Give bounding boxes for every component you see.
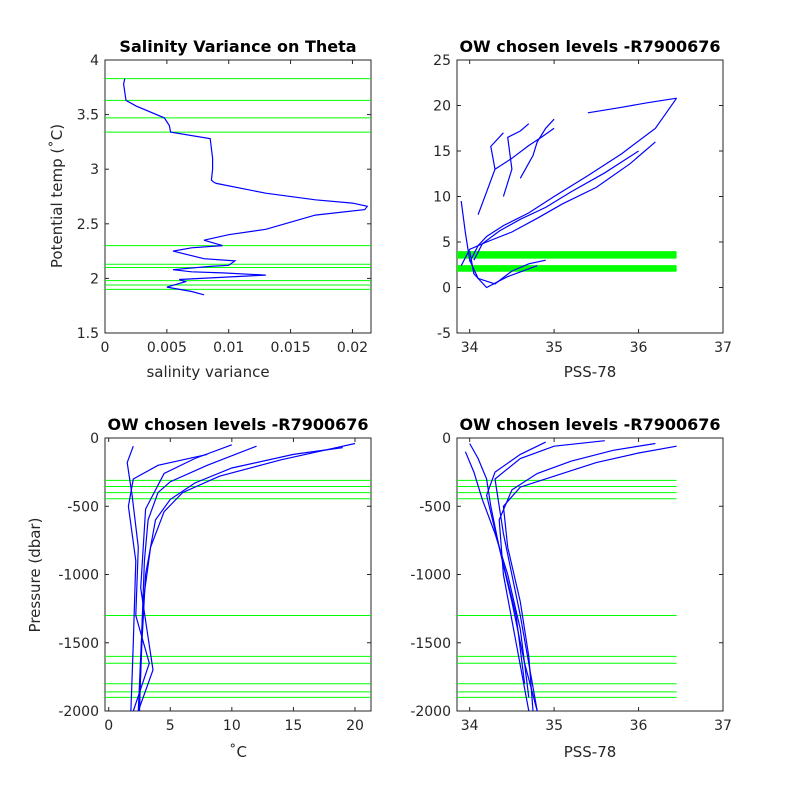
x-tick-label: 36	[630, 340, 648, 356]
chosen-levels	[457, 479, 677, 698]
x-tick-label: 37	[714, 718, 732, 734]
series-line	[464, 451, 530, 698]
chosen-levels	[457, 251, 677, 272]
x-tick-label: 0.01	[213, 340, 244, 356]
plot-area	[104, 437, 372, 712]
series-line	[469, 250, 538, 289]
series-line	[502, 123, 530, 197]
x-tick-label: 5	[166, 718, 175, 734]
x-tick-label: 20	[346, 718, 364, 734]
y-axis-label: Pressure (dbar)	[26, 518, 44, 633]
y-tick-label: -500	[67, 499, 99, 515]
y-tick-label: 2.5	[77, 217, 99, 233]
series-line	[122, 78, 369, 296]
x-tick-label: 35	[545, 718, 563, 734]
y-tick-label: 0	[442, 431, 451, 447]
series-line	[587, 97, 677, 114]
y-tick-label: 4	[90, 53, 99, 69]
x-axis-label: salinity variance	[146, 363, 269, 381]
chart-title: OW chosen levels -R7900676	[459, 37, 720, 56]
series-line	[519, 118, 555, 179]
series-line	[460, 141, 656, 266]
y-tick-label: 1.5	[77, 326, 99, 342]
plot-area	[104, 59, 372, 334]
x-tick-label: 0.015	[271, 340, 311, 356]
series-line	[138, 447, 343, 705]
y-tick-label: -1000	[410, 568, 451, 584]
series-line	[498, 442, 656, 712]
chart-title: Salinity Variance on Theta	[119, 37, 356, 56]
y-tick-label: 25	[433, 53, 451, 69]
series-line	[469, 97, 678, 263]
chosen-levels	[105, 78, 371, 290]
y-tick-label: -2000	[58, 704, 99, 720]
panel-salinity-variance: Salinity Variance on Theta salinity vari…	[48, 37, 372, 381]
x-axis-label: PSS-78	[564, 363, 617, 381]
series-line	[469, 443, 538, 712]
x-tick-label: 0	[101, 340, 110, 356]
x-tick-label: 0.02	[337, 340, 368, 356]
chart-title: OW chosen levels -R7900676	[459, 415, 720, 434]
y-tick-label: 2	[90, 271, 99, 287]
series-line	[494, 440, 605, 712]
series-line	[137, 444, 233, 712]
y-tick-label: -1500	[58, 636, 99, 652]
x-tick-label: 34	[461, 718, 479, 734]
y-tick-label: 0	[90, 431, 99, 447]
data-series	[126, 442, 356, 712]
y-tick-label: 20	[433, 99, 451, 115]
panel-pressure-temperature: OW chosen levels -R7900676 ˚C Pressure (…	[26, 415, 372, 761]
axis-ticks: 34 35 36 37 -2000 -1500 -1000 -500 0	[410, 431, 732, 734]
series-line	[485, 441, 546, 684]
axis-ticks: 0 5 10 15 20 -2000 -1500 -1000 -500 0	[58, 431, 371, 734]
series-line	[138, 445, 257, 712]
axis-ticks: 0 0.005 0.01 0.015 0.02 1.5 2 2.5 3 3.5 4	[77, 53, 371, 356]
x-axis-label: ˚C	[229, 743, 247, 761]
axis-ticks: 34 35 36 37 -5 0 5 10 15 20 25	[433, 53, 732, 356]
y-tick-label: 10	[433, 190, 451, 206]
chart-title: OW chosen levels -R7900676	[107, 415, 368, 434]
x-tick-label: 36	[630, 718, 648, 734]
data-series	[122, 78, 369, 296]
series-line	[473, 150, 639, 261]
y-tick-label: 15	[433, 144, 451, 160]
y-tick-label: 0	[442, 281, 451, 297]
panel-pressure-salinity: OW chosen levels -R7900676 PSS-78 34 35 36…	[410, 415, 732, 761]
data-series	[464, 440, 677, 712]
data-series	[460, 97, 678, 289]
y-tick-label: 3	[90, 162, 99, 178]
x-tick-label: 15	[285, 718, 303, 734]
x-tick-label: 35	[545, 340, 563, 356]
y-tick-label: -500	[419, 499, 451, 515]
y-tick-label: -1000	[58, 568, 99, 584]
x-tick-label: 0	[104, 718, 113, 734]
series-line	[494, 127, 555, 170]
series-line	[460, 201, 546, 285]
series-line	[126, 445, 150, 712]
y-tick-label: -1500	[410, 636, 451, 652]
series-line	[127, 453, 208, 712]
x-tick-label: 37	[714, 340, 732, 356]
y-axis-label: Potential temp (˚C)	[48, 124, 66, 268]
y-tick-label: -2000	[410, 704, 451, 720]
plot-area	[456, 59, 724, 334]
x-axis-label: PSS-78	[564, 743, 617, 761]
series-line	[502, 445, 677, 712]
y-tick-label: 5	[442, 235, 451, 251]
plot-area	[456, 437, 724, 712]
x-tick-label: 0.005	[147, 340, 187, 356]
x-tick-label: 10	[223, 718, 241, 734]
panel-theta-salinity: OW chosen levels -R7900676 PSS-78 34 35 36…	[433, 37, 732, 381]
x-tick-label: 34	[461, 340, 479, 356]
y-tick-label: -5	[437, 326, 451, 342]
y-tick-label: 3.5	[77, 108, 99, 124]
